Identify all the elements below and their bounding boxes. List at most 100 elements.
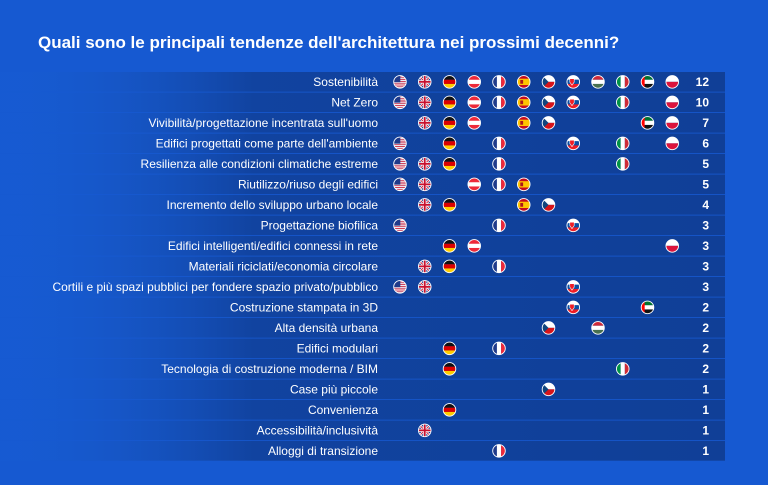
row-band xyxy=(0,379,725,400)
table-row: Costruzione stampata in 3D 2 xyxy=(0,297,725,318)
flag-fr-icon xyxy=(492,75,506,89)
flag-fr-icon xyxy=(492,95,506,110)
row-count: 1 xyxy=(702,403,709,417)
row-band xyxy=(0,154,725,174)
flag-fr-icon xyxy=(492,157,506,171)
row-band xyxy=(0,133,725,154)
table-row: Alta densità urbana 2 xyxy=(0,318,725,338)
row-label: Edifici intelligenti/edifici connessi in… xyxy=(168,239,378,253)
flag-ae-icon xyxy=(640,300,655,315)
flag-uk-icon xyxy=(417,198,432,212)
table-row: Incremento dello sviluppo urbano locale 4 xyxy=(0,195,725,215)
row-band xyxy=(0,318,725,338)
row-label: Costruzione stampata in 3D xyxy=(230,301,378,315)
row-count: 2 xyxy=(702,321,709,335)
flag-pl-icon xyxy=(665,136,680,151)
flag-uk-icon xyxy=(417,423,432,438)
row-label: Cortili e più spazi pubblici per fondere… xyxy=(52,280,378,294)
flag-at-icon xyxy=(467,75,482,89)
flag-uk-icon xyxy=(417,280,432,294)
flag-us-icon xyxy=(393,75,407,89)
row-label: Tecnologia di costruzione moderna / BIM xyxy=(161,362,378,376)
flag-at-icon xyxy=(467,177,482,192)
flag-cz-icon xyxy=(541,382,556,397)
row-count: 3 xyxy=(702,280,709,294)
row-count: 2 xyxy=(702,301,709,315)
row-band xyxy=(0,236,725,256)
table-row: Vivibilità/progettazione incentrata sull… xyxy=(0,113,725,133)
row-band xyxy=(0,195,725,215)
table-row: Resilienza alle condizioni climatiche es… xyxy=(0,154,725,174)
flag-de-icon xyxy=(442,362,457,376)
flag-at-icon xyxy=(467,95,482,110)
flag-es-icon xyxy=(516,75,531,89)
row-band xyxy=(0,174,725,195)
flag-us-icon xyxy=(393,95,407,110)
flag-sk-icon xyxy=(566,75,581,89)
flag-at-icon xyxy=(467,239,482,253)
flag-fr-icon xyxy=(492,444,506,458)
row-label: Sostenibilità xyxy=(313,75,378,89)
flag-us-icon xyxy=(393,136,407,151)
flag-de-icon xyxy=(442,341,457,356)
row-label: Incremento dello sviluppo urbano locale xyxy=(167,198,379,212)
flag-us-icon xyxy=(393,280,407,294)
table-row: Cortili e più spazi pubblici per fondere… xyxy=(0,277,725,297)
row-count: 7 xyxy=(702,116,709,130)
flag-ae-icon xyxy=(640,75,655,89)
flag-pl-icon xyxy=(665,75,680,89)
flag-it-icon xyxy=(615,136,630,151)
row-band xyxy=(0,92,725,113)
flag-fr-icon xyxy=(492,341,506,356)
row-band xyxy=(0,359,725,379)
flag-sk-icon xyxy=(566,136,581,151)
flag-uk-icon xyxy=(417,177,432,192)
flag-de-icon xyxy=(442,136,457,151)
row-band xyxy=(0,277,725,297)
flag-de-icon xyxy=(442,403,457,417)
flag-de-icon xyxy=(442,157,457,171)
flag-de-icon xyxy=(442,75,457,89)
flag-de-icon xyxy=(442,198,457,212)
chart-title: Quali sono le principali tendenze dell'a… xyxy=(38,33,620,52)
flag-uk-icon xyxy=(417,95,432,110)
row-count: 5 xyxy=(702,157,709,171)
flag-fr-icon xyxy=(492,259,506,274)
row-label: Net Zero xyxy=(331,96,378,110)
flag-fr-icon xyxy=(492,177,506,192)
flag-pl-icon xyxy=(665,239,680,253)
flag-it-icon xyxy=(615,75,630,89)
table-row: Alloggi di transizione 1 xyxy=(0,441,725,461)
row-label: Resilienza alle condizioni climatiche es… xyxy=(141,157,379,171)
flag-de-icon xyxy=(442,259,457,274)
table-row: Tecnologia di costruzione moderna / BIM 2 xyxy=(0,359,725,379)
row-band xyxy=(0,420,725,441)
table-row: Net Zero 10 xyxy=(0,92,725,113)
flag-de-icon xyxy=(442,116,457,130)
table-row: Convenienza 1 xyxy=(0,400,725,420)
row-band xyxy=(0,441,725,461)
flag-uk-icon xyxy=(417,116,432,130)
row-count: 6 xyxy=(702,137,709,151)
row-label: Progettazione biofilica xyxy=(261,219,379,233)
row-label: Materiali riciclati/economia circolare xyxy=(189,260,379,274)
row-count: 5 xyxy=(702,178,709,192)
row-count: 1 xyxy=(702,383,709,397)
flag-sk-icon xyxy=(566,95,581,110)
flag-it-icon xyxy=(615,95,630,110)
row-band xyxy=(0,256,725,277)
flag-uk-icon xyxy=(417,259,432,274)
row-band xyxy=(0,72,725,92)
flag-pl-icon xyxy=(665,95,680,110)
table-row: Materiali riciclati/economia circolare 3 xyxy=(0,256,725,277)
row-count: 10 xyxy=(696,96,710,110)
flag-sk-icon xyxy=(566,218,581,233)
flag-cz-icon xyxy=(541,198,556,212)
row-label: Edifici progettati come parte dell'ambie… xyxy=(156,137,379,151)
row-band xyxy=(0,338,725,359)
table-row: Accessibilità/inclusività 1 xyxy=(0,420,725,441)
row-label: Case più piccole xyxy=(290,383,378,397)
flag-at-icon xyxy=(467,116,482,130)
row-count: 3 xyxy=(702,239,709,253)
